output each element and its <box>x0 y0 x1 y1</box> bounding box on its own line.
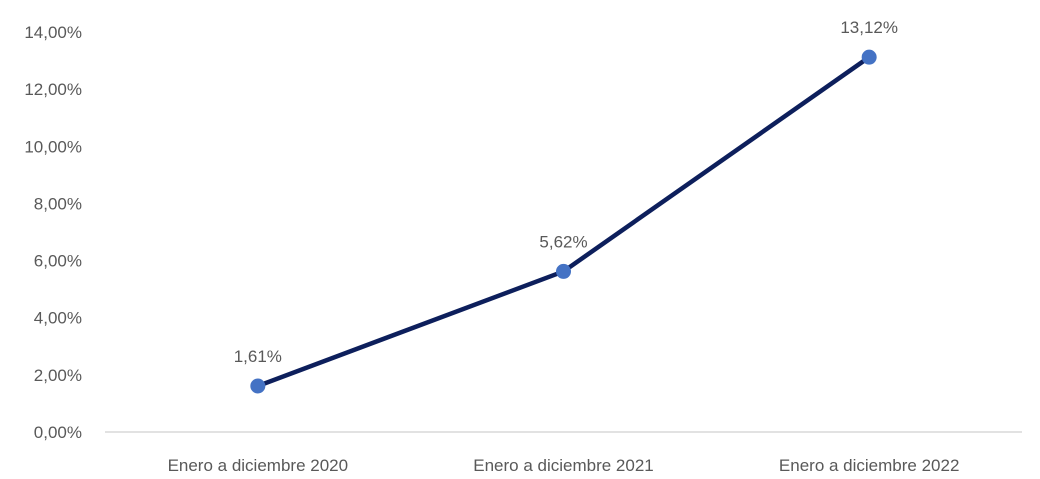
data-label: 1,61% <box>234 347 282 366</box>
y-tick-label: 12,00% <box>24 80 82 99</box>
x-tick-label: Enero a diciembre 2022 <box>779 456 960 474</box>
x-tick-label: Enero a diciembre 2020 <box>168 456 349 474</box>
series-line <box>255 54 872 389</box>
data-label: 5,62% <box>539 232 587 251</box>
data-point <box>250 378 266 394</box>
y-tick-label: 14,00% <box>24 23 82 42</box>
y-tick-label: 6,00% <box>34 252 82 271</box>
x-tick-label: Enero a diciembre 2021 <box>473 456 654 474</box>
data-label: 13,12% <box>840 18 898 37</box>
x-axis-ticks: Enero a diciembre 2020 Enero a diciembre … <box>168 456 960 475</box>
data-markers <box>250 49 877 394</box>
y-tick-label: 10,00% <box>24 137 82 156</box>
y-axis-ticks: 0,00% 2,00% 4,00% 6,00% 8,00% 10,00% 12,00% 14,… <box>24 23 82 442</box>
data-point <box>861 49 877 65</box>
y-tick-label: 2,00% <box>34 366 82 385</box>
y-tick-label: 0,00% <box>34 423 82 442</box>
data-point <box>556 263 571 279</box>
y-tick-label: 4,00% <box>34 309 82 328</box>
y-tick-label: 8,00% <box>34 194 82 213</box>
data-labels: 1,61% 5,62% 13,12% <box>234 18 898 366</box>
